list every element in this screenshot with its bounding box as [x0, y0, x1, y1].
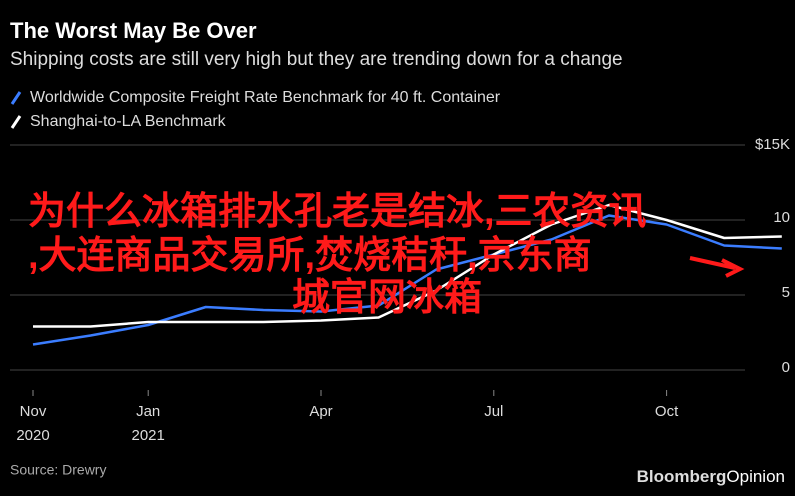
brand: BloombergOpinion: [637, 467, 785, 486]
x-tick-label: Oct: [655, 403, 679, 420]
x-tick-label: Nov: [20, 403, 47, 420]
legend-swatch: [10, 115, 22, 129]
x-tick-sublabel: 2020: [16, 427, 49, 444]
series-line: [33, 203, 782, 328]
x-tick-label: Jan: [136, 403, 160, 420]
x-tick-sublabel: 2021: [132, 427, 165, 444]
overlay-arrow: [689, 256, 745, 278]
overlay-text: 城官网冰箱: [292, 277, 482, 319]
legend-swatch: [10, 91, 22, 105]
x-tick-label: Apr: [309, 403, 332, 420]
y-tick-label: 5: [782, 284, 790, 301]
source: Source: Drewry: [10, 462, 106, 478]
overlay-text: 为什么冰箱排水孔老是结冰,三农资讯: [28, 191, 647, 233]
chart-title: The Worst May Be Over: [10, 18, 257, 43]
x-tick-label: Jul: [484, 403, 503, 420]
legend-label: Shanghai-to-LA Benchmark: [30, 113, 227, 130]
y-tick-label: $15K: [755, 136, 790, 153]
brand-suffix: Opinion: [726, 467, 785, 486]
y-tick-label: 10: [773, 209, 790, 226]
legend-label: Worldwide Composite Freight Rate Benchma…: [30, 89, 501, 106]
chart-subtitle: Shipping costs are still very high but t…: [10, 49, 623, 70]
y-tick-label: 0: [782, 359, 790, 376]
brand-name: Bloomberg: [637, 467, 727, 486]
overlay-text: ,大连商品交易所,焚烧秸秆,京东商: [28, 234, 592, 277]
